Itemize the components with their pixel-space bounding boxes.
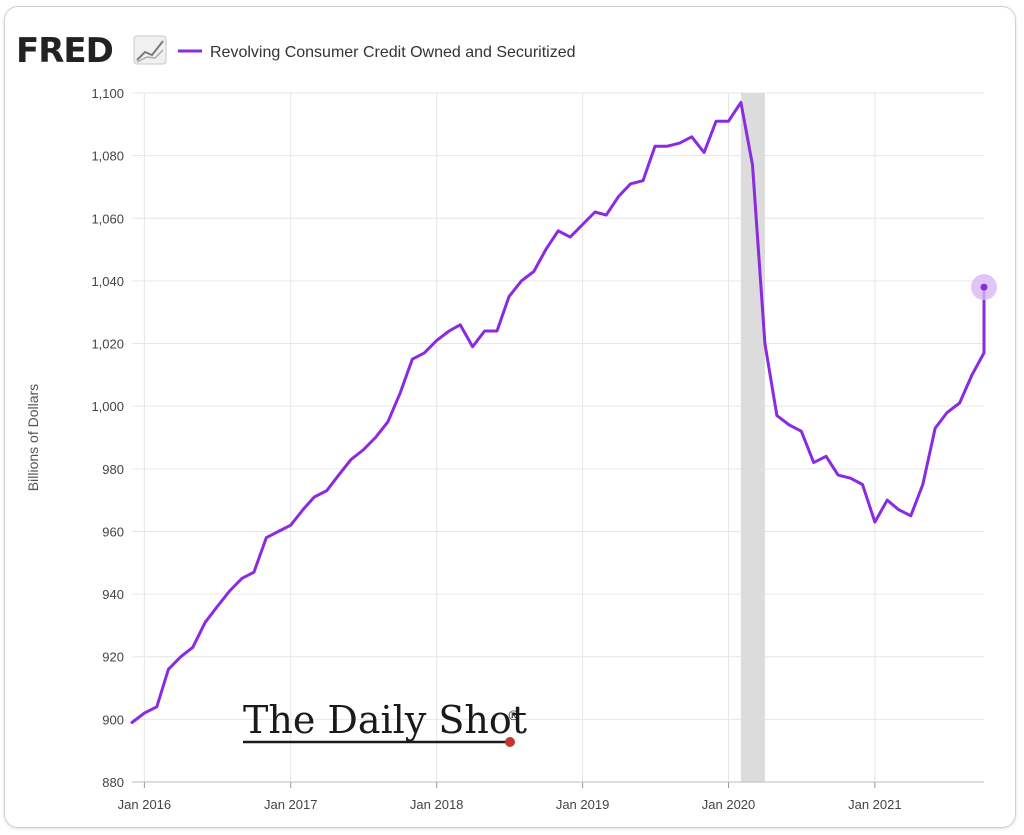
recession-band: [740, 93, 765, 782]
x-tick-label: Jan 2021: [848, 797, 902, 812]
y-tick-label: 1,040: [91, 274, 124, 289]
watermark-registered-mark: ®: [507, 709, 520, 724]
y-tick-label: 940: [102, 587, 124, 602]
y-tick-label: 1,100: [91, 86, 124, 101]
x-axis-ticks: Jan 2016 Jan 2017 Jan 2018 Jan 2019 Jan 2020…: [118, 781, 984, 812]
endpoint-marker: [980, 283, 988, 291]
chart-header: FRED Revolving Consumer Credit Owned and…: [16, 31, 576, 71]
y-tick-label: 980: [102, 462, 124, 477]
y-axis-ticks: 880 900 920 940 960 980 1,000 1,020 1,040 1,060 1,…: [91, 86, 124, 790]
daily-shot-watermark: The Daily Shot ®: [243, 698, 527, 747]
watermark-dot: [505, 737, 515, 747]
y-axis-label: Billions of Dollars: [25, 384, 41, 491]
x-tick-label: Jan 2017: [264, 797, 318, 812]
fred-logo[interactable]: FRED: [16, 31, 114, 71]
chart-frame: [4, 6, 1016, 828]
y-tick-label: 960: [102, 524, 124, 539]
x-tick-label: Jan 2016: [118, 797, 172, 812]
grid: [132, 92, 984, 783]
x-tick-label: Jan 2020: [702, 797, 756, 812]
y-tick-label: 880: [102, 775, 124, 790]
chart-line-icon: [133, 35, 167, 65]
y-tick-label: 920: [102, 650, 124, 665]
legend-label[interactable]: Revolving Consumer Credit Owned and Secu…: [210, 44, 576, 61]
x-tick-label: Jan 2019: [556, 797, 610, 812]
y-tick-label: 1,060: [91, 211, 124, 226]
y-tick-label: 1,080: [91, 149, 124, 164]
y-tick-label: 1,020: [91, 337, 124, 352]
watermark-text: The Daily Shot: [243, 698, 527, 742]
y-tick-label: 1,000: [91, 399, 124, 414]
recession-shading: [740, 93, 765, 782]
series-line: [130, 100, 986, 724]
series-layer: [130, 100, 997, 724]
x-tick-label: Jan 2018: [410, 797, 464, 812]
y-tick-label: 900: [102, 712, 124, 727]
